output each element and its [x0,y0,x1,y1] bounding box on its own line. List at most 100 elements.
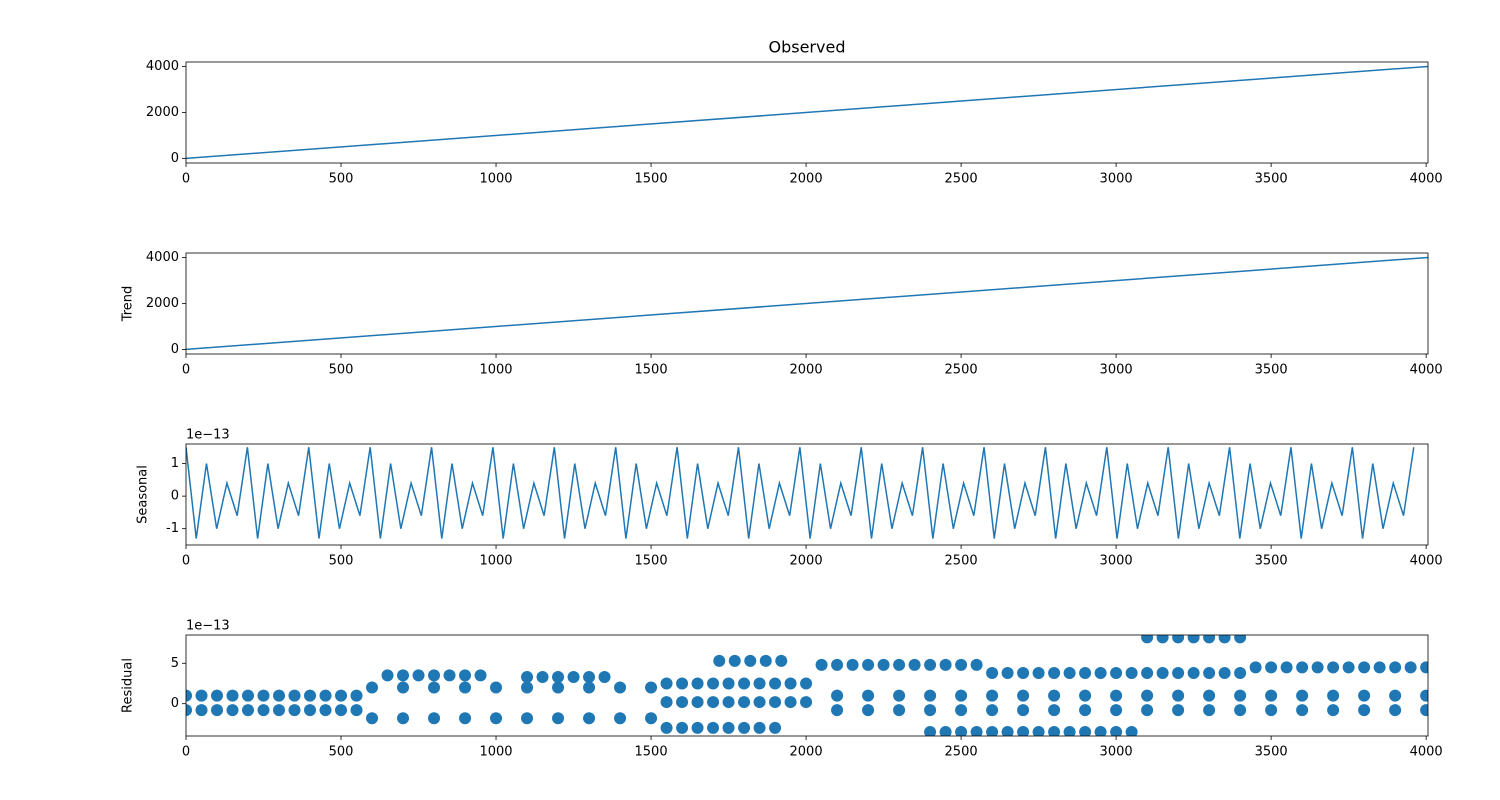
residual-point [1172,666,1185,679]
residual-point [1110,689,1123,702]
residual-point [1249,661,1262,674]
residual-point [288,689,301,702]
residual-point [1141,689,1154,702]
x-tick-label: 1500 [635,554,668,569]
residual-point [428,669,441,682]
residual-point [598,671,611,684]
residual-point [645,712,658,725]
residual-point [924,658,937,671]
residual-point [583,671,596,684]
residual-point [1172,689,1185,702]
y-axis-label: Trend [121,286,136,323]
residual-point [211,689,224,702]
residual-point [722,696,735,709]
residual-point [1327,689,1340,702]
residual-point [366,681,379,694]
x-tick-label: 0 [182,745,190,760]
x-tick-label: 0 [182,172,190,187]
residual-point [738,721,751,734]
residual-point [1001,725,1014,736]
residual-point [759,654,772,667]
residual-point [552,681,565,694]
residual-point [1373,661,1386,674]
residual-point [1063,725,1076,736]
residual-point [986,666,999,679]
residual-point [567,671,580,684]
residual-point [831,704,844,717]
residual-point [1048,689,1061,702]
residual-point [521,671,534,684]
residual-point [1358,661,1371,674]
residual-point [1234,666,1247,679]
residual-point [1017,689,1030,702]
residual-point [195,689,208,702]
residual-point [242,689,255,702]
residual-point [862,689,875,702]
x-tick-label: 0 [182,554,190,569]
x-tick-label: 3000 [1100,363,1133,378]
residual-point [769,721,782,734]
residual-point [744,654,757,667]
residual-point [645,681,658,694]
x-tick-label: 1500 [635,172,668,187]
residual-point [1389,689,1402,702]
residual-point [614,681,627,694]
residual-point [1420,661,1428,674]
residual-point [552,671,565,684]
residual-point [1389,704,1402,717]
x-tick-label: 1000 [479,363,512,378]
residual-point [583,681,596,694]
y-axis-label: Residual [121,658,136,713]
x-tick-label: 500 [329,363,354,378]
residual-point [614,712,627,725]
residual-point [970,658,983,671]
subplot: 0 500 1000 1500 2000 2500 3000 3500 4000 0 5 Residu… [121,619,1443,760]
residual-point [304,689,317,702]
residual-point [1001,666,1014,679]
residual-point [1063,666,1076,679]
x-tick-label: 2000 [790,554,823,569]
residual-point [893,658,906,671]
subplot: 0 500 1000 1500 2000 2500 3000 3500 4000 0 2000 400… [146,38,1443,187]
residual-point [753,696,766,709]
residual-point [986,704,999,717]
x-tick-label: 2000 [790,363,823,378]
residual-point [397,669,410,682]
residual-point [753,677,766,690]
residual-point [273,704,286,717]
residual-point [877,658,890,671]
residual-point [319,689,332,702]
residual-point [1141,704,1154,717]
residual-point [1079,704,1092,717]
residual-point [1094,725,1107,736]
x-tick-label: 500 [329,745,354,760]
residual-point [1079,689,1092,702]
y-tick-label: 5 [171,656,179,671]
residual-point [583,712,596,725]
x-tick-label: 3500 [1255,554,1288,569]
residual-point [924,704,937,717]
residual-point [1141,635,1154,644]
x-tick-label: 4000 [1410,363,1443,378]
axes-frame [185,443,1429,546]
residual-point [691,721,704,734]
residual-point [1079,666,1092,679]
series-line [186,447,1415,539]
y-axis-label: Seasonal [136,465,151,524]
axes-frame [185,634,1429,737]
x-tick-label: 2500 [945,745,978,760]
residual-point [1265,689,1278,702]
residual-point [257,689,270,702]
residual-point [1048,666,1061,679]
residual-point [939,725,952,736]
subplot: 0 500 1000 1500 2000 2500 3000 3500 4000 0 2000 400… [121,250,1443,377]
y-tick-label: 2000 [146,296,179,311]
subplot: 0 500 1000 1500 2000 2500 3000 3500 4000 -1 0 1 Seas… [136,428,1443,569]
residual-point [1342,661,1355,674]
residual-point [1234,635,1247,644]
residual-point [955,704,968,717]
residual-point [490,712,503,725]
residual-point [1187,666,1200,679]
series-line [186,65,1428,160]
residual-point [1203,666,1216,679]
